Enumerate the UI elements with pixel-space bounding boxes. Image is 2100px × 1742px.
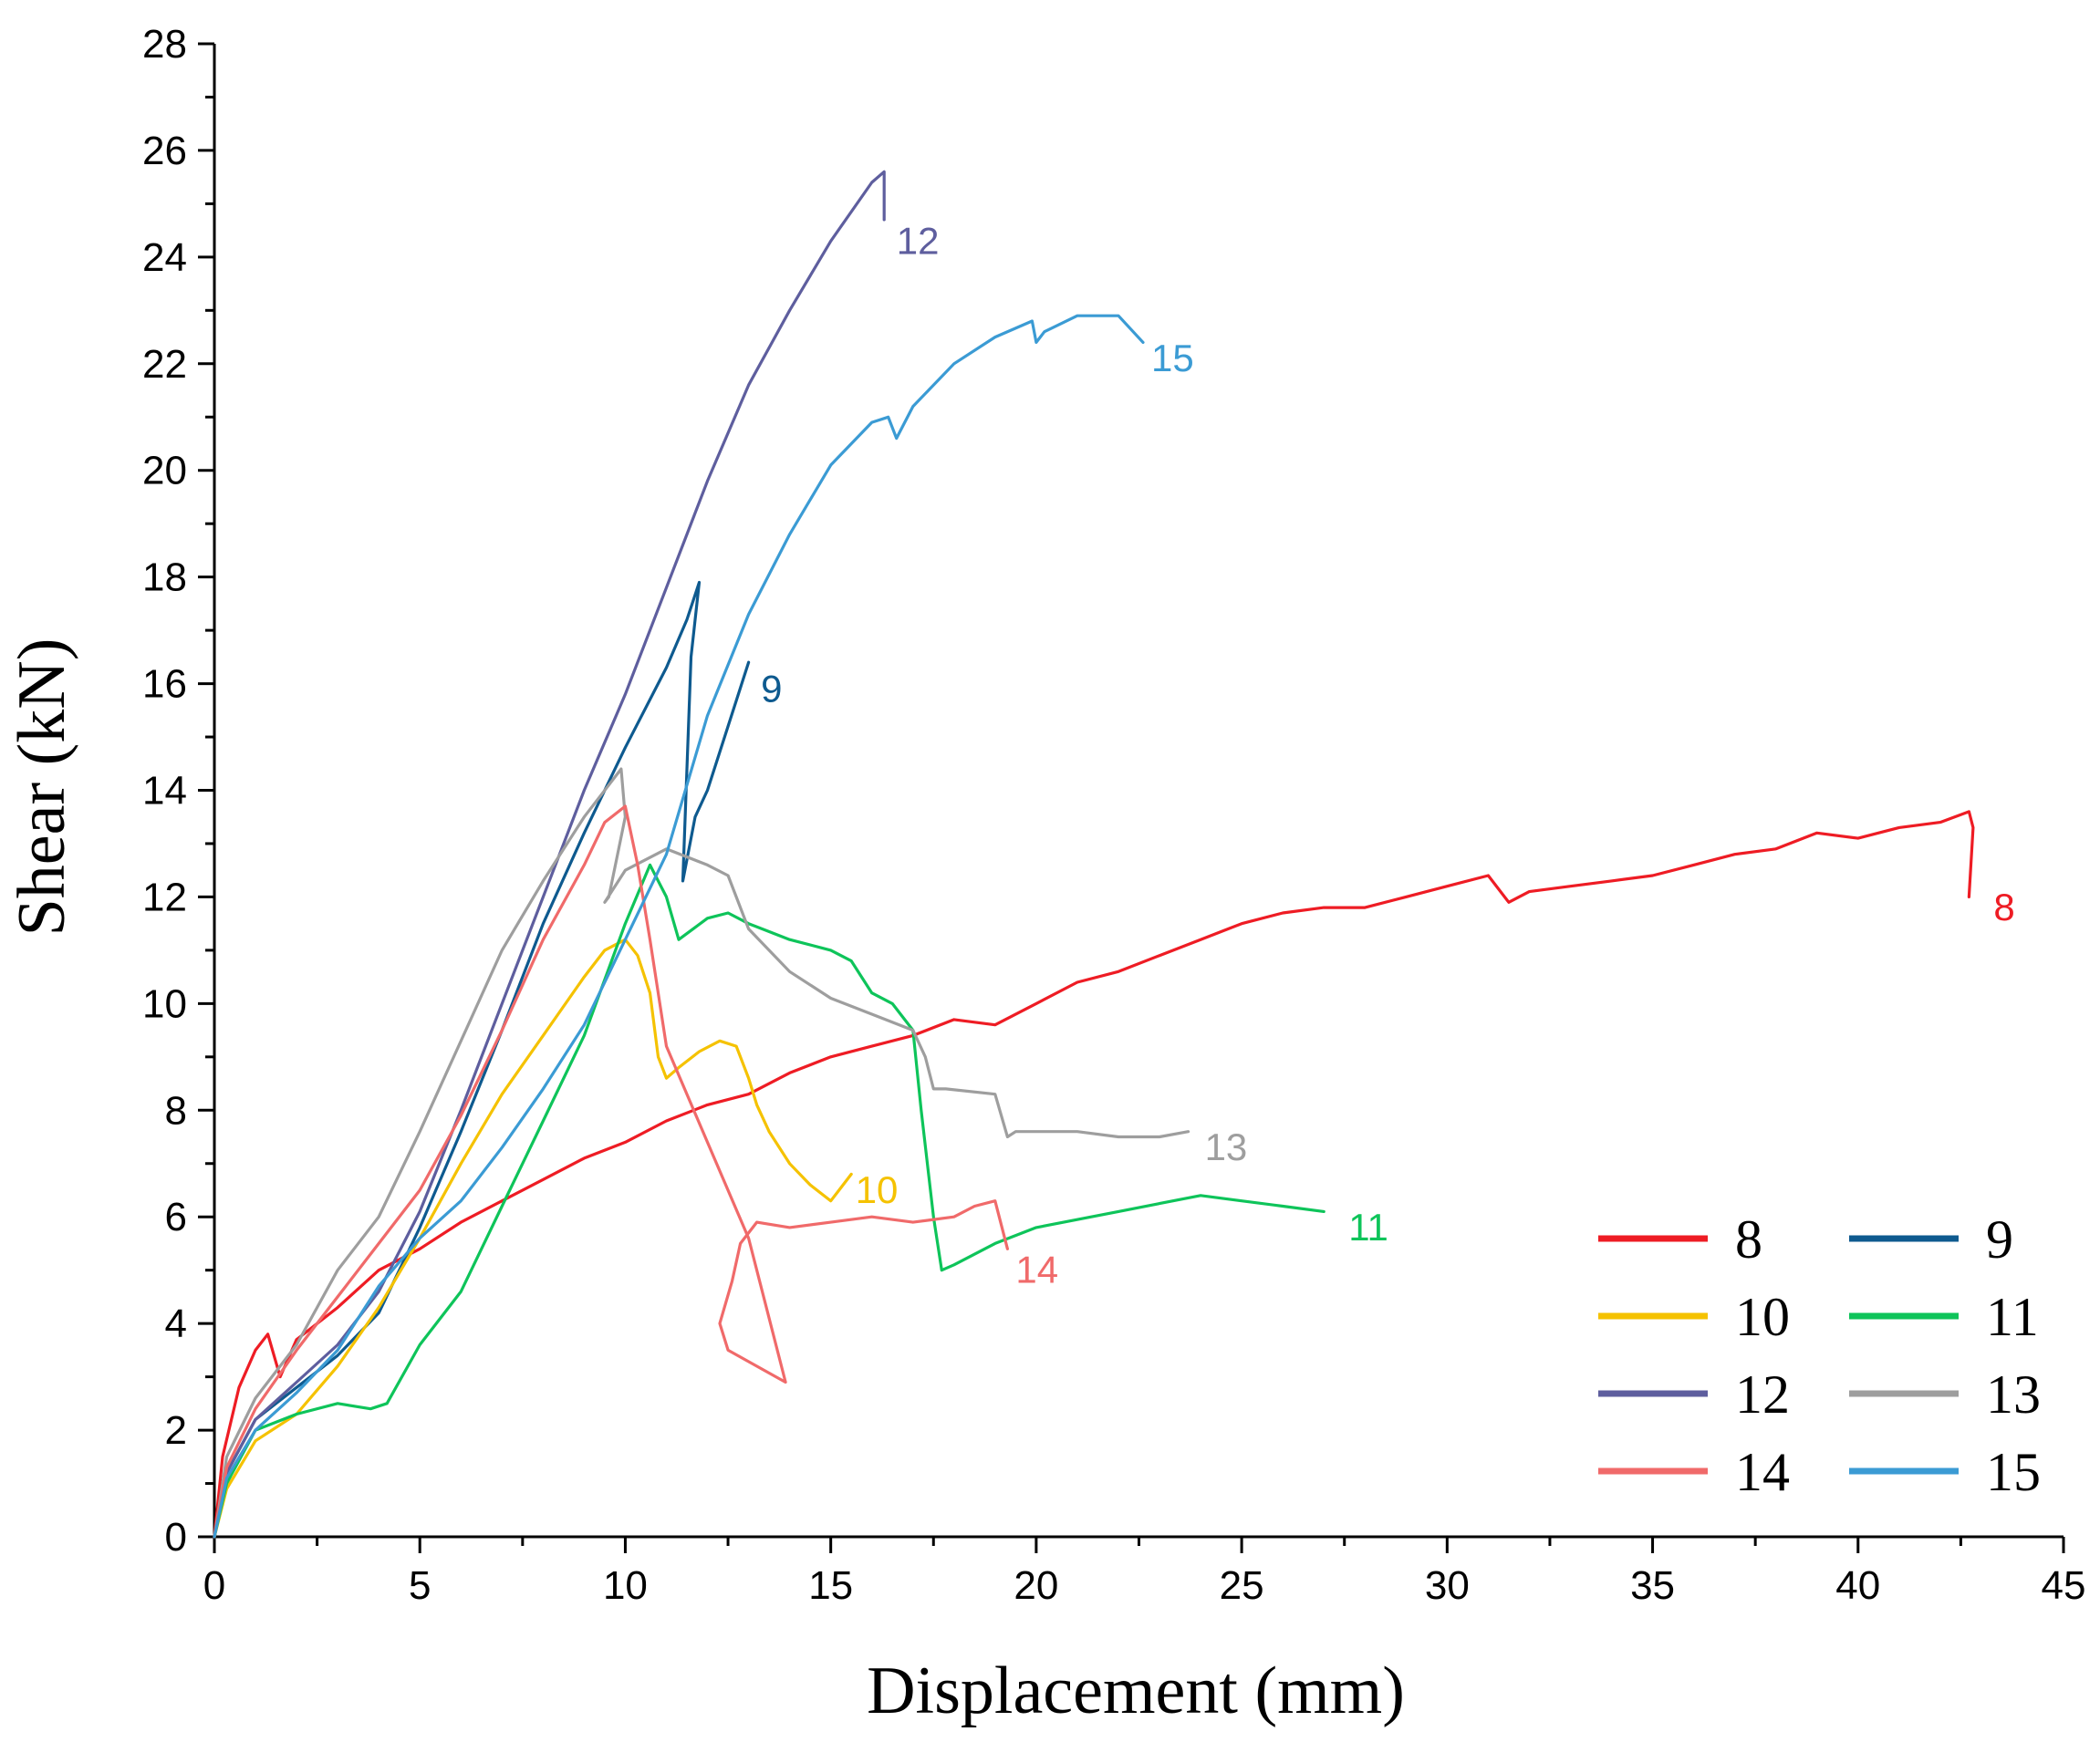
series-12-end-label: 12 <box>897 219 940 262</box>
y-tick-label: 14 <box>142 769 187 814</box>
x-tick-label: 20 <box>1014 1563 1058 1608</box>
y-tick-label: 12 <box>142 875 187 919</box>
y-tick-label: 6 <box>165 1195 187 1239</box>
y-tick-label: 2 <box>165 1408 187 1453</box>
y-axis-title: Shear (kN) <box>5 638 79 937</box>
x-tick-label: 30 <box>1425 1563 1470 1608</box>
y-tick-label: 22 <box>142 342 187 387</box>
y-tick-label: 10 <box>142 981 187 1026</box>
series-14-end-label: 14 <box>1015 1249 1058 1291</box>
legend-label-11: 11 <box>1986 1287 2039 1347</box>
legend-label-10: 10 <box>1735 1287 1790 1347</box>
y-tick-label: 8 <box>165 1088 187 1133</box>
series-13-line <box>213 767 1190 1539</box>
series-12-line <box>213 170 886 1539</box>
legend-label-9: 9 <box>1986 1209 2013 1270</box>
x-tick-label: 10 <box>603 1563 648 1608</box>
tick-marks: 0 5 10 15 20 25 30 35 40 450246810121416182022242… <box>142 22 2085 1608</box>
x-tick-label: 0 <box>203 1563 225 1608</box>
x-tick-label: 35 <box>1630 1563 1675 1608</box>
series-end-labels: 8 9 10 11 12 13 14 15 <box>761 219 2015 1291</box>
series-10-end-label: 10 <box>856 1168 899 1211</box>
x-tick-label: 25 <box>1220 1563 1264 1608</box>
series-13-end-label: 13 <box>1205 1125 1248 1168</box>
y-tick-label: 28 <box>142 22 187 67</box>
y-tick-label: 24 <box>142 235 187 280</box>
series-15-line <box>213 314 1145 1539</box>
legend-label-13: 13 <box>1986 1364 2041 1425</box>
legend-label-8: 8 <box>1735 1209 1762 1270</box>
x-tick-label: 40 <box>1835 1563 1880 1608</box>
series-10-line <box>213 938 853 1539</box>
y-tick-label: 18 <box>142 555 187 600</box>
y-tick-label: 26 <box>142 129 187 173</box>
series-14-line <box>213 804 1010 1539</box>
y-tick-label: 20 <box>142 449 187 493</box>
y-tick-label: 4 <box>165 1301 187 1346</box>
x-axis-title: Displacement (mm) <box>867 1654 1405 1728</box>
y-tick-label: 0 <box>165 1515 187 1560</box>
series-8-end-label: 8 <box>1993 886 2014 928</box>
x-tick-label: 45 <box>2042 1563 2086 1608</box>
legend-label-15: 15 <box>1986 1442 2041 1502</box>
legend-label-14: 14 <box>1735 1442 1790 1502</box>
series-9-end-label: 9 <box>761 667 782 710</box>
x-tick-label: 15 <box>808 1563 853 1608</box>
legend: 8 9 10 11 12 13 14 15 <box>1598 1209 2041 1502</box>
series-11-line <box>213 863 1325 1539</box>
x-tick-label: 5 <box>409 1563 431 1608</box>
series-11-end-label: 11 <box>1348 1206 1388 1249</box>
y-tick-label: 16 <box>142 662 187 707</box>
series-lines <box>213 170 1975 1539</box>
series-8-line <box>213 810 1975 1539</box>
series-15-end-label: 15 <box>1151 337 1194 379</box>
legend-label-12: 12 <box>1735 1364 1790 1425</box>
